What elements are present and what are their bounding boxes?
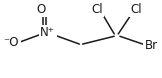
- Text: ⁻O: ⁻O: [4, 36, 19, 49]
- Text: Br: Br: [145, 39, 158, 52]
- Text: O: O: [37, 3, 46, 16]
- Text: Cl: Cl: [91, 3, 103, 16]
- Text: N⁺: N⁺: [40, 26, 55, 39]
- Text: Cl: Cl: [130, 3, 142, 16]
